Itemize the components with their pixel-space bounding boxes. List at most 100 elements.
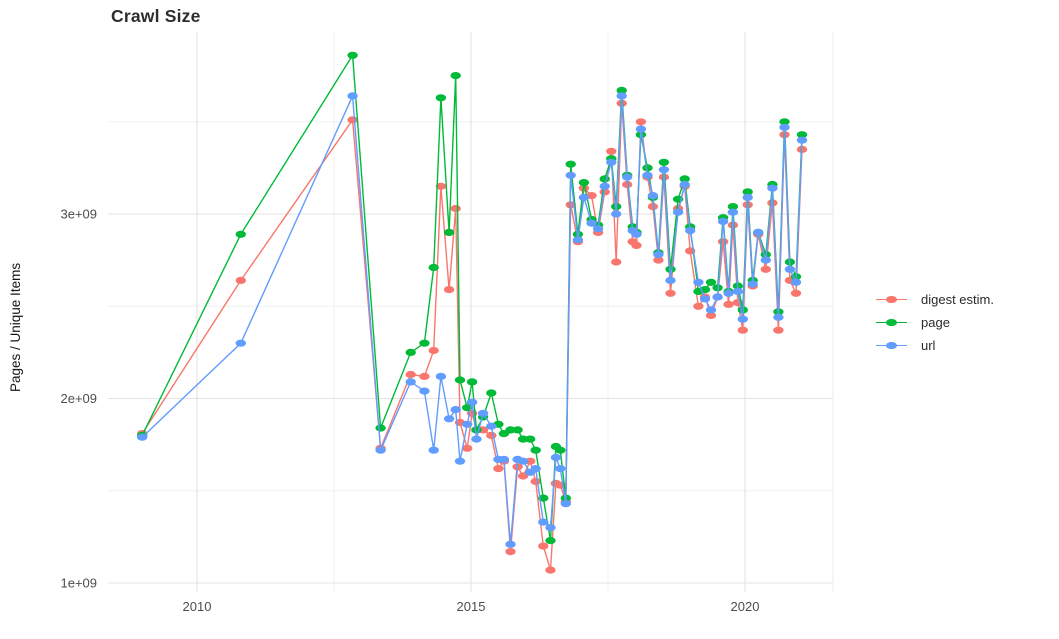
data-point xyxy=(565,171,576,179)
data-point xyxy=(572,236,584,244)
data-point xyxy=(466,378,478,386)
data-point xyxy=(428,346,439,355)
data-point xyxy=(405,378,416,386)
data-point xyxy=(653,251,664,259)
data-point xyxy=(599,175,610,183)
data-point xyxy=(560,500,571,508)
data-point xyxy=(545,524,556,532)
data-point xyxy=(773,326,784,334)
data-point xyxy=(435,372,447,380)
data-point xyxy=(565,160,576,168)
data-point xyxy=(375,446,386,454)
data-point xyxy=(723,289,734,297)
data-point xyxy=(631,241,642,249)
data-point xyxy=(405,348,416,356)
data-point xyxy=(796,131,808,139)
svg-text:2015: 2015 xyxy=(457,599,486,614)
data-point xyxy=(486,389,497,397)
data-point xyxy=(512,426,523,434)
data-point xyxy=(466,398,478,406)
data-point xyxy=(486,431,497,439)
data-point xyxy=(693,302,704,310)
legend: digest estim. page url xyxy=(876,291,994,354)
data-point xyxy=(545,566,556,574)
data-point xyxy=(699,295,711,303)
data-point xyxy=(712,293,723,301)
data-point xyxy=(586,219,597,227)
data-point xyxy=(137,433,148,441)
data-point xyxy=(517,457,529,465)
data-point xyxy=(578,193,590,201)
data-point xyxy=(622,180,633,189)
data-point xyxy=(530,465,541,473)
data-point xyxy=(454,376,466,384)
data-point xyxy=(235,230,246,238)
data-point xyxy=(737,315,748,323)
data-point xyxy=(622,173,633,181)
data-point xyxy=(450,72,461,80)
data-point xyxy=(693,278,704,286)
data-point xyxy=(737,326,748,334)
data-point xyxy=(375,424,386,432)
data-point xyxy=(578,179,590,187)
data-point xyxy=(679,180,690,189)
data-point xyxy=(616,92,627,100)
data-point xyxy=(471,435,482,443)
data-point xyxy=(419,339,430,347)
data-point xyxy=(705,278,717,286)
legend-label: url xyxy=(921,338,936,353)
data-point xyxy=(450,204,461,213)
data-point xyxy=(493,465,504,473)
data-point xyxy=(428,263,439,272)
data-point xyxy=(747,280,758,288)
svg-text:3e+09: 3e+09 xyxy=(60,207,97,222)
legend-label: page xyxy=(921,315,950,330)
data-point xyxy=(635,118,647,126)
data-point xyxy=(454,457,466,465)
data-point xyxy=(428,446,439,454)
data-point xyxy=(235,339,246,347)
series-digest-estim- xyxy=(137,99,808,574)
data-point xyxy=(435,182,447,190)
data-point xyxy=(347,51,358,59)
data-point xyxy=(767,184,778,192)
data-point xyxy=(642,164,653,172)
data-point xyxy=(462,420,473,428)
data-point xyxy=(732,287,744,296)
data-point xyxy=(779,123,790,131)
data-point xyxy=(790,278,802,286)
data-point xyxy=(653,256,664,264)
data-point xyxy=(616,86,627,94)
data-point xyxy=(672,208,684,216)
data-point xyxy=(525,435,536,443)
data-point xyxy=(742,193,753,201)
data-point xyxy=(347,92,358,100)
data-point xyxy=(555,446,566,454)
svg-text:2020: 2020 xyxy=(731,599,760,614)
data-point xyxy=(796,136,808,144)
data-point xyxy=(538,542,549,550)
data-point xyxy=(784,265,796,273)
data-point xyxy=(592,225,604,233)
data-point xyxy=(658,158,670,166)
data-point xyxy=(538,518,549,526)
legend-item-digest: digest estim. xyxy=(876,291,994,308)
data-point xyxy=(530,477,541,486)
data-point xyxy=(665,276,676,284)
chart-title: Crawl Size xyxy=(111,6,201,26)
data-point xyxy=(505,540,516,548)
series-url xyxy=(137,92,808,548)
digest-line-dot-icon xyxy=(876,292,907,307)
data-point xyxy=(717,238,729,246)
x-axis-tick-labels: 2010 2015 2020 xyxy=(183,599,760,614)
data-point xyxy=(631,230,642,238)
data-point xyxy=(419,372,430,380)
data-point xyxy=(611,210,622,218)
data-point xyxy=(658,166,670,174)
data-point xyxy=(727,203,739,211)
data-point xyxy=(665,289,676,297)
data-point xyxy=(742,188,753,196)
data-point xyxy=(443,286,455,294)
